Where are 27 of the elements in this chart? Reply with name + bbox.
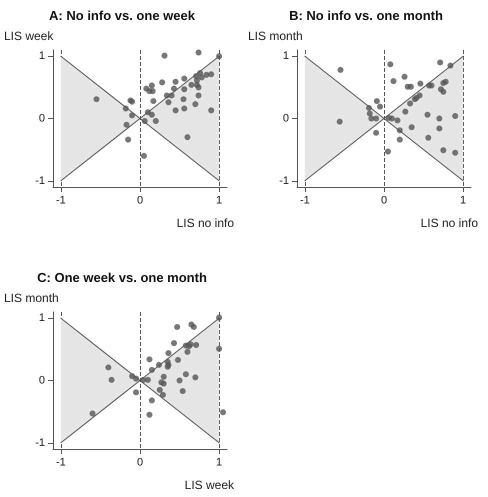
y-axis-title: LIS week bbox=[4, 29, 54, 43]
y-axis-title: LIS month bbox=[4, 291, 59, 305]
x-tick-label: 0 bbox=[380, 194, 388, 206]
chart-title: B: No info vs. one month bbox=[289, 8, 443, 23]
y-tick-label: 1 bbox=[38, 312, 45, 324]
x-tick-label: 1 bbox=[460, 194, 466, 206]
y-tick-label: 0 bbox=[282, 112, 289, 124]
y-tick-label: -1 bbox=[35, 436, 45, 449]
y-tick-label: 1 bbox=[282, 50, 289, 62]
y-tick-label: 1 bbox=[38, 50, 45, 62]
x-tick-label: -1 bbox=[56, 194, 66, 206]
x-tick-label: 0 bbox=[136, 194, 144, 206]
x-tick-label: -1 bbox=[56, 456, 66, 468]
x-tick-label: 1 bbox=[216, 456, 222, 468]
chart-title: C: One week vs. one month bbox=[37, 270, 207, 285]
y-tick-label: 0 bbox=[38, 112, 45, 124]
y-tick-label: -1 bbox=[35, 174, 45, 187]
x-axis-title: LIS no info bbox=[420, 216, 478, 230]
y-axis-title: LIS month bbox=[248, 29, 303, 43]
x-tick-label: -1 bbox=[300, 194, 310, 206]
y-tick-label: -1 bbox=[279, 174, 289, 187]
x-axis-title: LIS no info bbox=[176, 216, 234, 230]
x-tick-label: 1 bbox=[216, 194, 222, 206]
chart-title: A: No info vs. one week bbox=[49, 8, 196, 23]
x-tick-label: 0 bbox=[136, 456, 144, 468]
y-tick-label: 0 bbox=[38, 374, 45, 386]
x-axis-title: LIS week bbox=[184, 478, 235, 492]
